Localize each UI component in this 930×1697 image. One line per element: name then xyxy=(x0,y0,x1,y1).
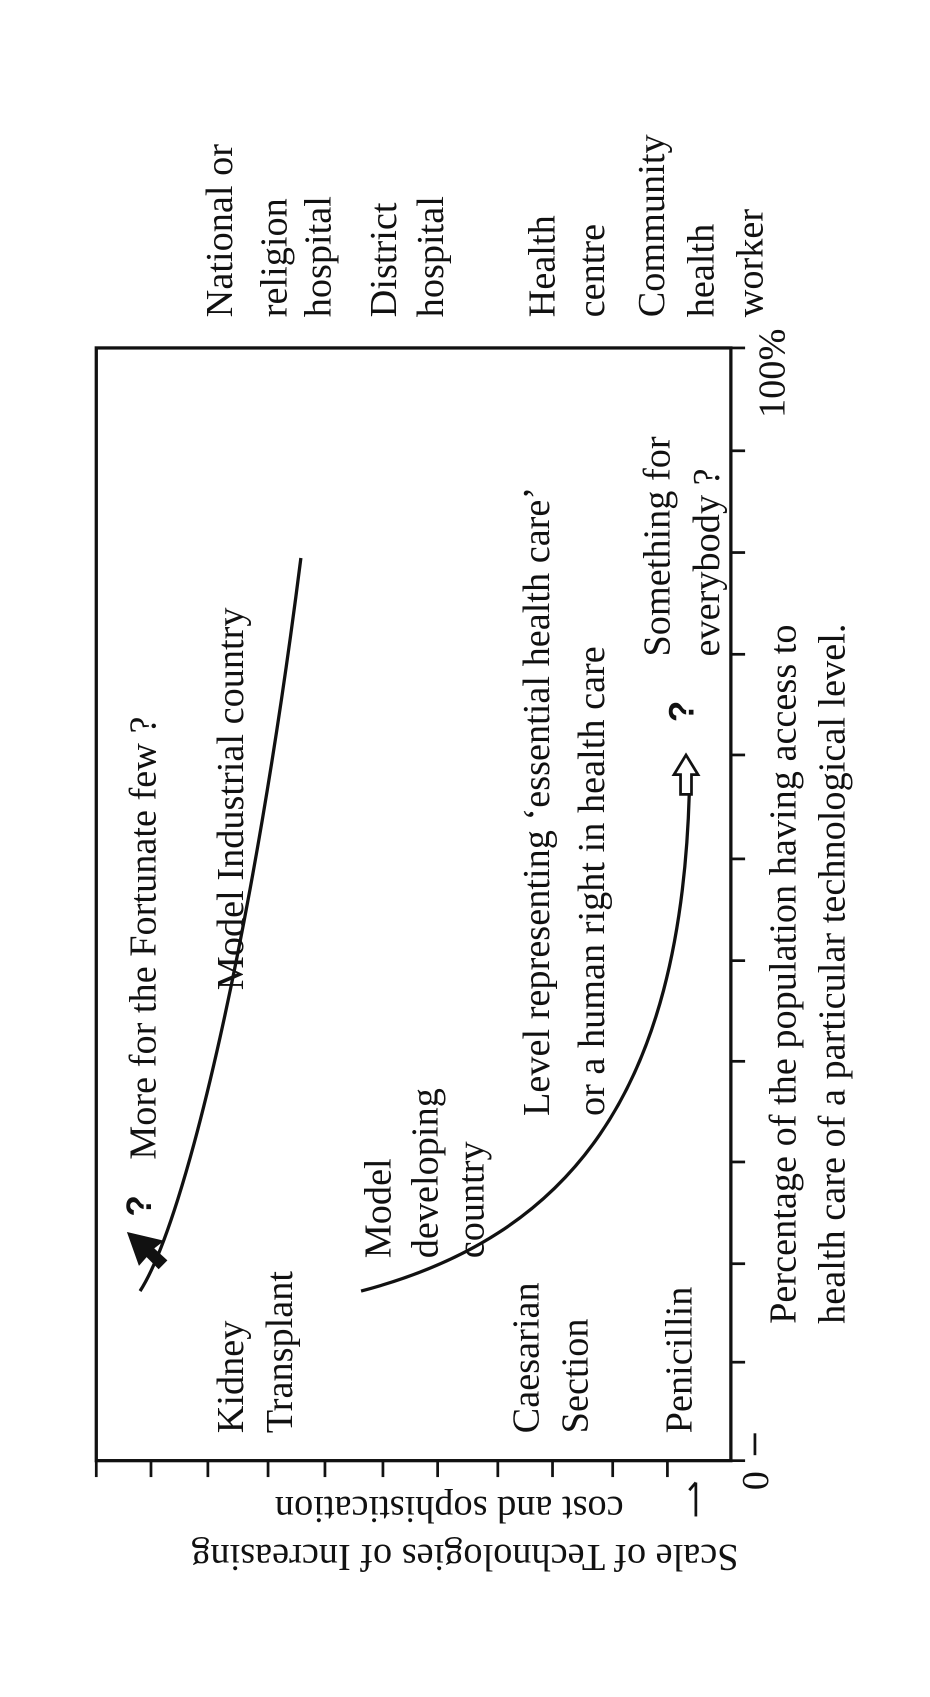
x-axis-label: health care of a particular technologica… xyxy=(812,624,854,1324)
developing-curve xyxy=(360,793,691,1293)
level-label: worker xyxy=(730,209,772,318)
technology-label: Penicillin xyxy=(658,1287,700,1434)
frame xyxy=(94,346,733,1463)
note: Something for xyxy=(637,436,679,656)
level-label: religion xyxy=(254,198,296,317)
note: Level representing ‘essential health car… xyxy=(516,487,558,1116)
x-axis-end: 100% xyxy=(751,329,793,418)
curve-label: Model Industrial country xyxy=(210,607,252,990)
level-label: National or xyxy=(199,144,241,318)
curve-label: country xyxy=(451,1141,493,1258)
curve-label: Model xyxy=(358,1158,400,1258)
industrial-curve xyxy=(138,557,303,1292)
question-mark: ? xyxy=(663,701,702,722)
y-axis-label: Scale of Technologies of Increasing xyxy=(191,1536,738,1578)
y-axis-label: cost and sophistication xyxy=(275,1488,624,1530)
note: More for the Fortunate few ? xyxy=(122,717,164,1160)
curve-label: developing xyxy=(405,1088,447,1258)
level-label: hospital xyxy=(410,196,452,317)
technology-label: Section xyxy=(555,1318,597,1433)
technology-label: Transplant xyxy=(259,1271,301,1434)
note: or a human right in health care xyxy=(571,646,613,1116)
question-mark: ? xyxy=(120,1195,159,1216)
ticks xyxy=(94,346,746,1478)
y-arrow-head xyxy=(688,1481,697,1492)
level-label: Health xyxy=(522,215,564,317)
level-label: hospital xyxy=(297,196,339,317)
note: everybody ? xyxy=(686,468,728,656)
arrow-up xyxy=(126,1231,168,1270)
technology-label: Caesarian xyxy=(505,1282,547,1433)
level-label: health xyxy=(680,224,722,318)
level-label: Community xyxy=(631,134,673,317)
level-label: centre xyxy=(571,224,613,317)
labels: National or religion hospital District hospi… xyxy=(120,134,854,1578)
x-axis-label: Percentage of the population having acce… xyxy=(762,624,804,1323)
technology-label: Kidney xyxy=(210,1321,252,1434)
level-label: District xyxy=(363,202,405,317)
arrow-hollow xyxy=(671,752,701,796)
x-axis-end: 0 xyxy=(735,1471,777,1490)
